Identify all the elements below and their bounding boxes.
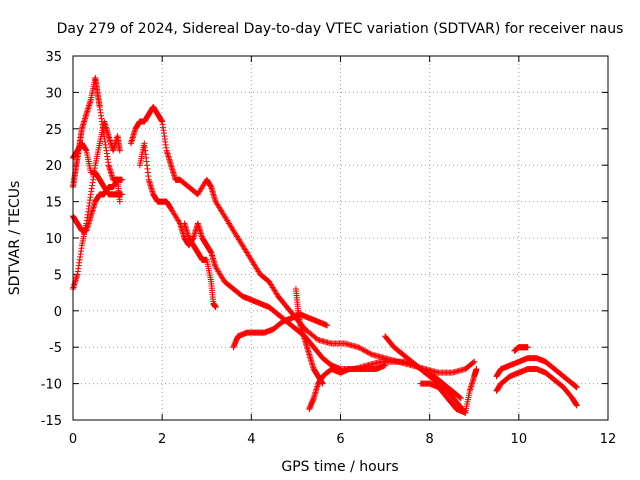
data-point [363, 348, 370, 355]
y-tick-label: 35 [45, 50, 62, 65]
data-point [524, 344, 531, 351]
y-axis-label: SDTVAR / TECUs [7, 181, 23, 296]
data-point [364, 349, 371, 356]
series-trace-6 [136, 140, 464, 402]
x-axis-label: GPS time / hours [281, 459, 398, 475]
series-trace-11 [382, 333, 469, 416]
data-point [360, 347, 367, 354]
y-tick-label: 20 [45, 159, 62, 174]
x-tick-label: 12 [600, 432, 617, 447]
series-trace-10 [306, 362, 389, 413]
axis-ticks: 0 2 4 6 8 10 12 -15 -10 -5 0 5 10 15 20 25 30 35 [41, 50, 617, 447]
data-point [457, 395, 464, 402]
data-point [355, 344, 362, 351]
data-point [573, 402, 580, 409]
chart-title: Day 279 of 2024, Sidereal Day-to-day VTE… [57, 21, 624, 37]
data-point [176, 218, 183, 225]
x-tick-label: 8 [426, 432, 434, 447]
y-tick-label: 10 [45, 232, 62, 247]
y-tick-label: -5 [49, 341, 62, 356]
x-tick-label: 6 [336, 432, 344, 447]
y-tick-label: 0 [54, 305, 62, 320]
data-point [362, 347, 369, 354]
data-point [116, 198, 123, 205]
series-trace-3 [70, 176, 126, 234]
series-trace-13 [493, 366, 580, 409]
data-point [116, 147, 123, 154]
data-point [119, 191, 126, 198]
x-tick-label: 0 [69, 432, 77, 447]
y-tick-label: -15 [41, 414, 62, 429]
data-point [356, 344, 363, 351]
y-tick-label: 30 [45, 86, 62, 101]
data-point [358, 345, 365, 352]
x-tick-label: 2 [158, 432, 166, 447]
y-tick-label: 15 [45, 196, 62, 211]
x-tick-label: 4 [247, 432, 255, 447]
y-tick-label: 5 [54, 268, 62, 283]
data-point [313, 335, 320, 342]
data-point [324, 322, 331, 329]
data-point [119, 176, 126, 183]
series-trace-7 [181, 220, 219, 311]
x-tick-label: 10 [511, 432, 528, 447]
series-trace-12 [417, 366, 480, 416]
series-trace-15 [511, 344, 531, 354]
series-trace-8 [230, 311, 331, 351]
data-point [367, 350, 374, 357]
y-tick-label: 25 [45, 123, 62, 138]
series-trace-9 [292, 285, 326, 387]
data-point [470, 359, 477, 366]
data-point [382, 362, 389, 369]
series-trace-4 [70, 140, 126, 198]
series-trace-14 [493, 355, 580, 391]
data-marks [70, 74, 580, 416]
data-point [473, 366, 480, 373]
data-point [212, 304, 219, 311]
y-tick-label: -10 [41, 378, 62, 393]
data-point [471, 358, 478, 365]
data-point [573, 384, 580, 391]
plot-frame [72, 55, 609, 421]
data-point [456, 394, 463, 401]
data-point [359, 346, 366, 353]
data-point [366, 350, 373, 357]
